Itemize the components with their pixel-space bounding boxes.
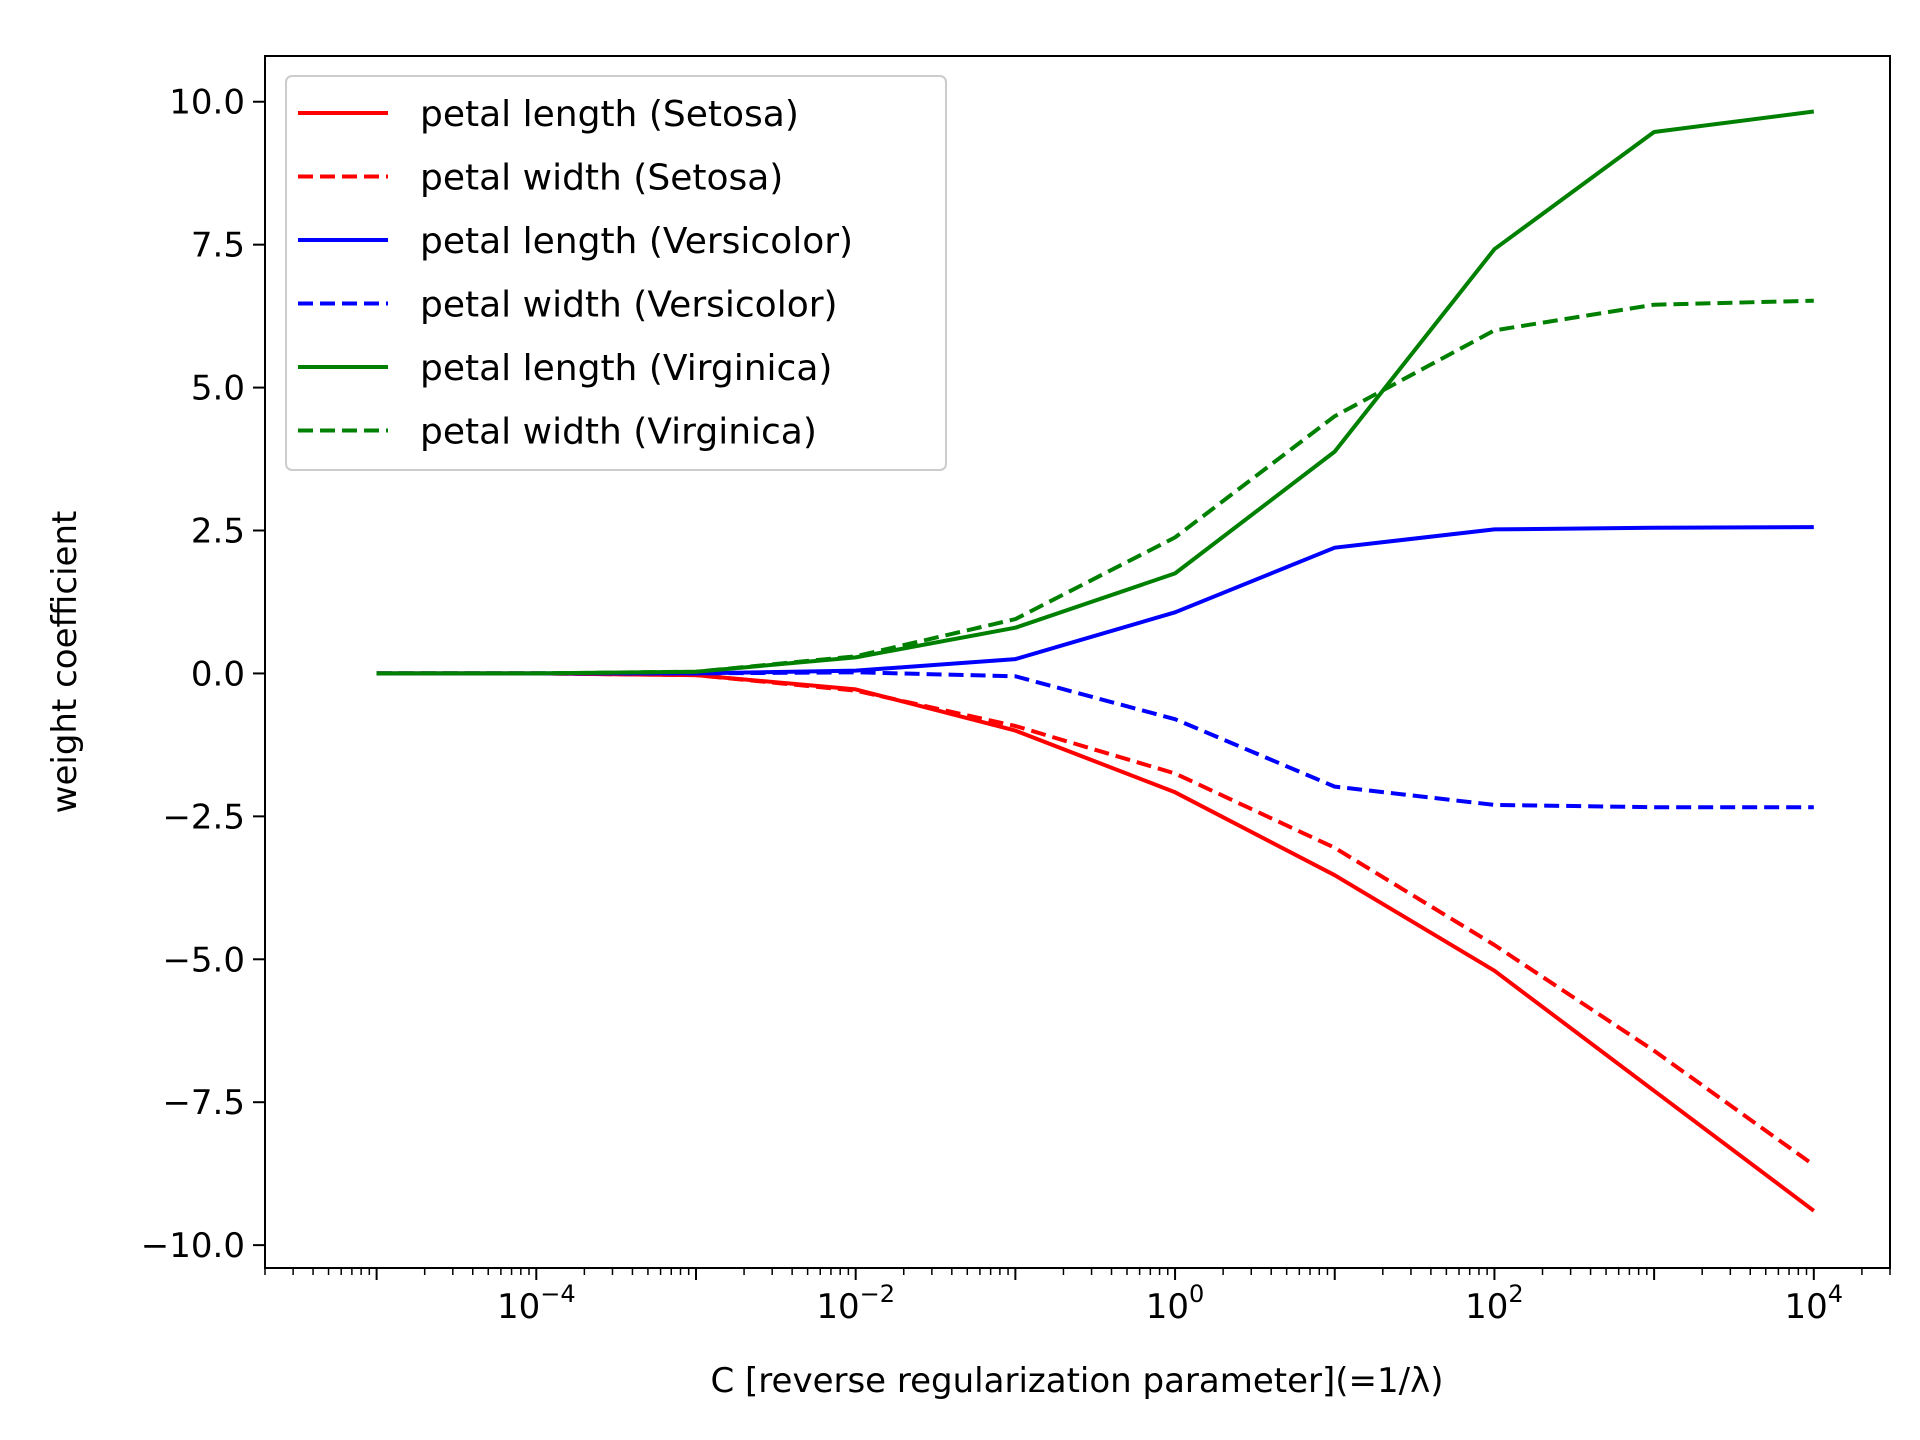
x-tick-label: 10−4 bbox=[497, 1280, 576, 1327]
legend-label-2: petal length (Versicolor) bbox=[420, 221, 853, 262]
series-line-1 bbox=[376, 671, 1815, 1167]
legend-label-4: petal length (Virginica) bbox=[420, 348, 832, 389]
x-tick-label: 100 bbox=[1146, 1280, 1205, 1327]
series-line-5 bbox=[376, 298, 1814, 676]
x-tick-label: 10−2 bbox=[816, 1280, 895, 1327]
plot-lines bbox=[376, 109, 1816, 1213]
legend-label-5: petal width (Virginica) bbox=[420, 412, 817, 453]
legend-label-1: petal width (Setosa) bbox=[420, 158, 783, 199]
x-tick-label: 102 bbox=[1465, 1280, 1524, 1327]
legend-label-0: petal length (Setosa) bbox=[420, 94, 799, 135]
y-tick-label: −5.0 bbox=[162, 940, 245, 980]
legend: petal length (Setosa) petal width (Setosa… bbox=[285, 75, 947, 471]
y-tick-label: 0.0 bbox=[191, 654, 245, 694]
y-tick-label: −2.5 bbox=[162, 797, 245, 837]
y-tick-label: 7.5 bbox=[191, 226, 245, 266]
series-line-3 bbox=[376, 670, 1814, 810]
x-tick-label: 104 bbox=[1785, 1280, 1844, 1327]
series-line-4 bbox=[376, 109, 1815, 676]
legend-box bbox=[285, 75, 947, 471]
y-tick-label: −10.0 bbox=[141, 1226, 245, 1266]
axes-frame bbox=[264, 55, 1891, 1269]
x-axis-ticks: 10−4 10−2 100 102 104 bbox=[264, 1268, 1891, 1327]
y-tick-label: −7.5 bbox=[162, 1083, 245, 1123]
legend-label-3: petal width (Versicolor) bbox=[420, 285, 838, 326]
x-axis-label: C [reverse regularization parameter](=1/… bbox=[710, 1361, 1443, 1401]
y-tick-label: 10.0 bbox=[169, 83, 245, 123]
y-axis-label: weight coefficient bbox=[45, 511, 85, 814]
y-tick-label: 2.5 bbox=[191, 512, 245, 552]
y-tick-label: 5.0 bbox=[191, 369, 245, 409]
y-axis-ticks: 10.0 7.5 5.0 2.5 0.0 −2.5 −5.0 −7.5 −10.0 bbox=[141, 83, 265, 1266]
